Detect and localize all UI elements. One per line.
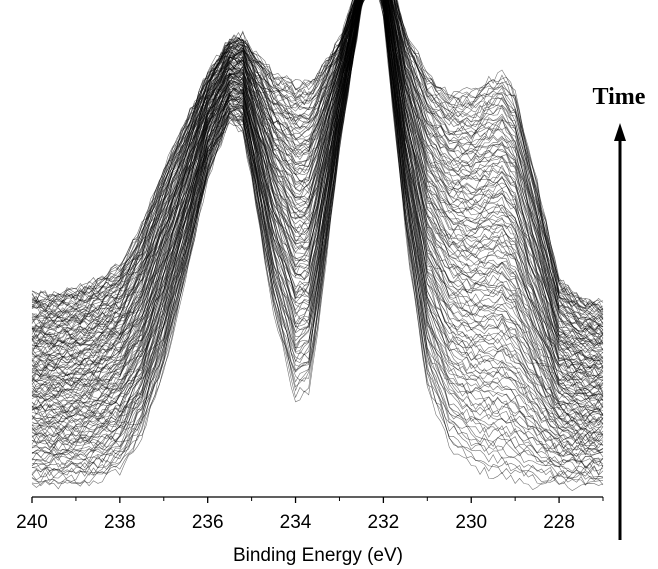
x-tick-label: 236 xyxy=(192,512,224,533)
spectrum-series-line xyxy=(31,0,604,319)
time-arrow-head-icon xyxy=(614,123,626,141)
spectrum-series-line xyxy=(31,0,604,434)
spectrum-series-line xyxy=(31,0,604,436)
spectrum-series-line xyxy=(31,0,604,476)
spectrum-series-line xyxy=(31,0,604,409)
spectrum-series-line xyxy=(31,0,604,464)
spectrum-series-line xyxy=(31,0,604,325)
spectrum-series-line xyxy=(31,0,604,315)
spectrum-series-line xyxy=(31,0,604,449)
spectrum-series-line xyxy=(31,0,604,333)
spectrum-series-line xyxy=(31,0,604,452)
spectrum-series-line xyxy=(31,0,604,314)
spectrum-series-line xyxy=(31,0,604,417)
spectrum-series-line xyxy=(31,0,604,424)
x-axis-title: Binding Energy (eV) xyxy=(233,545,403,566)
x-tick-label: 238 xyxy=(104,512,136,533)
spectrum-series-line xyxy=(31,0,604,351)
spectrum-series-line xyxy=(31,0,604,353)
spectrum-series-line xyxy=(31,0,604,421)
spectrum-series-line xyxy=(31,0,604,418)
time-annotation-label: Time xyxy=(593,84,646,110)
spectrum-series-line xyxy=(31,0,604,357)
spectrum-series-line xyxy=(31,0,604,396)
spectrum-series-line xyxy=(31,0,604,412)
spectrum-series-line xyxy=(31,0,604,362)
spectrum-series-line xyxy=(31,0,604,323)
spectrum-series-line xyxy=(31,0,604,340)
spectrum-series-line xyxy=(31,0,604,382)
spectrum-series-line xyxy=(31,0,604,446)
spectrum-series-line xyxy=(31,0,604,346)
spectrum-series-line xyxy=(31,0,604,307)
spectrum-series-line xyxy=(31,0,604,313)
spectrum-series-line xyxy=(31,0,604,349)
spectrum-series-line xyxy=(31,0,604,309)
spectrum-series-line xyxy=(31,0,604,306)
spectrum-series-line xyxy=(31,0,604,338)
spectrum-series-line xyxy=(31,0,604,404)
spectrum-series-line xyxy=(31,0,604,363)
spectrum-series-line xyxy=(31,0,604,371)
spectrum-series-line xyxy=(31,0,604,347)
spectrum-series-line xyxy=(31,0,604,342)
spectrum-series-line xyxy=(31,0,604,453)
spectrum-series-line xyxy=(31,0,604,469)
spectrum-series-line xyxy=(31,0,604,344)
spectrum-series-line xyxy=(31,0,604,330)
x-tick-label: 228 xyxy=(543,512,575,533)
spectrum-series-line xyxy=(31,0,604,430)
x-tick-label: 230 xyxy=(455,512,487,533)
spectrum-series-line xyxy=(31,0,604,314)
spectrum-series-line xyxy=(31,0,604,479)
spectrum-series-line xyxy=(31,0,604,324)
spectrum-series-line xyxy=(31,0,604,421)
spectrum-series-line xyxy=(31,0,604,330)
spectrum-series-line xyxy=(31,0,604,379)
spectrum-series-line xyxy=(31,0,604,451)
spectrum-series-line xyxy=(31,0,604,353)
spectrum-series-line xyxy=(31,0,604,491)
x-tick-label: 234 xyxy=(280,512,312,533)
x-tick-label: 232 xyxy=(368,512,400,533)
x-tick-label: 240 xyxy=(16,512,48,533)
spectrum-series-line xyxy=(31,0,604,344)
spectra-series-group xyxy=(31,0,604,491)
spectrum-series-line xyxy=(31,0,604,369)
x-axis-ticks: 240 238 236 234 232 230 228 xyxy=(16,497,604,533)
spectrum-series-line xyxy=(31,0,604,393)
spectrum-series-line xyxy=(31,0,604,428)
spectrum-series-line xyxy=(31,0,604,462)
spectrum-series-line xyxy=(31,0,604,473)
